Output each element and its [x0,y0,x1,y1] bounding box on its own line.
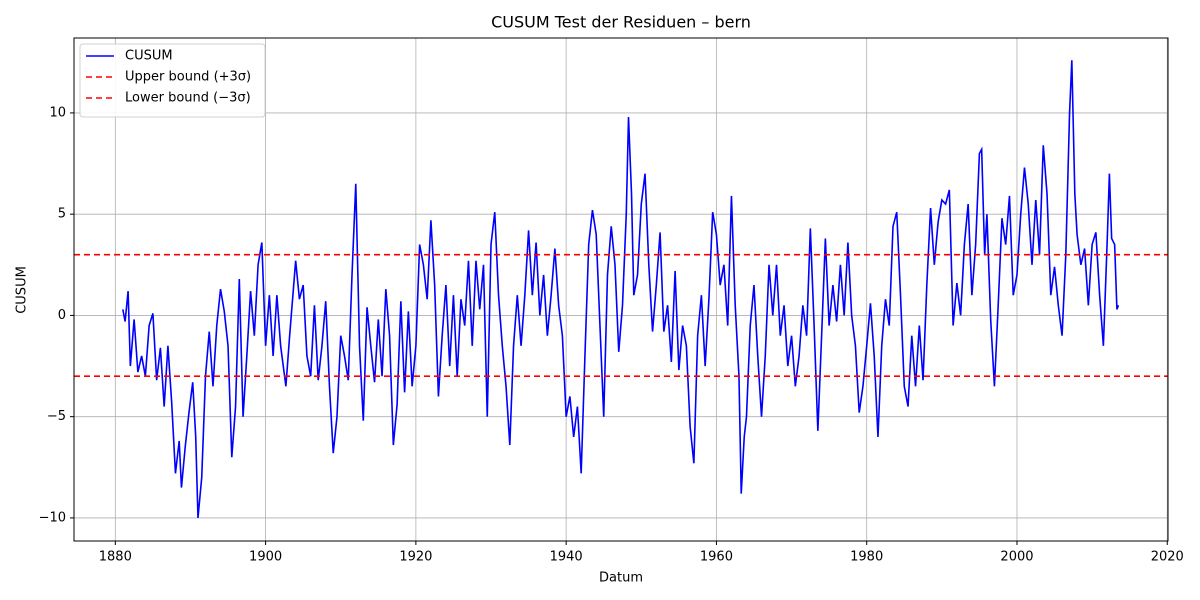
x-tick-label: 2000 [1000,550,1033,565]
x-tick-label: 1960 [700,550,733,565]
x-tick-label: 1880 [99,550,132,565]
x-tick-label: 1900 [249,550,282,565]
legend-label: Lower bound (−3σ) [125,91,251,106]
x-tick-label: 1940 [550,550,583,565]
x-tick-label: 1920 [399,550,432,565]
y-axis-label: CUSUM [15,266,30,314]
y-tick-label: 10 [49,105,66,120]
x-tick-label: 2020 [1151,550,1184,565]
legend-label: Upper bound (+3σ) [125,70,251,85]
y-tick-label: −10 [39,510,66,525]
data-line [122,60,1120,518]
y-tick-label: 0 [58,308,66,323]
legend-label: CUSUM [125,49,173,64]
x-axis-label: Datum [599,571,643,586]
y-tick-label: −5 [47,409,66,424]
y-tick-label: 5 [58,207,66,222]
chart-title: CUSUM Test der Residuen – bern [491,13,751,32]
plot-frame [73,37,1169,542]
x-tick-label: 1980 [850,550,883,565]
legend-box [79,43,266,118]
